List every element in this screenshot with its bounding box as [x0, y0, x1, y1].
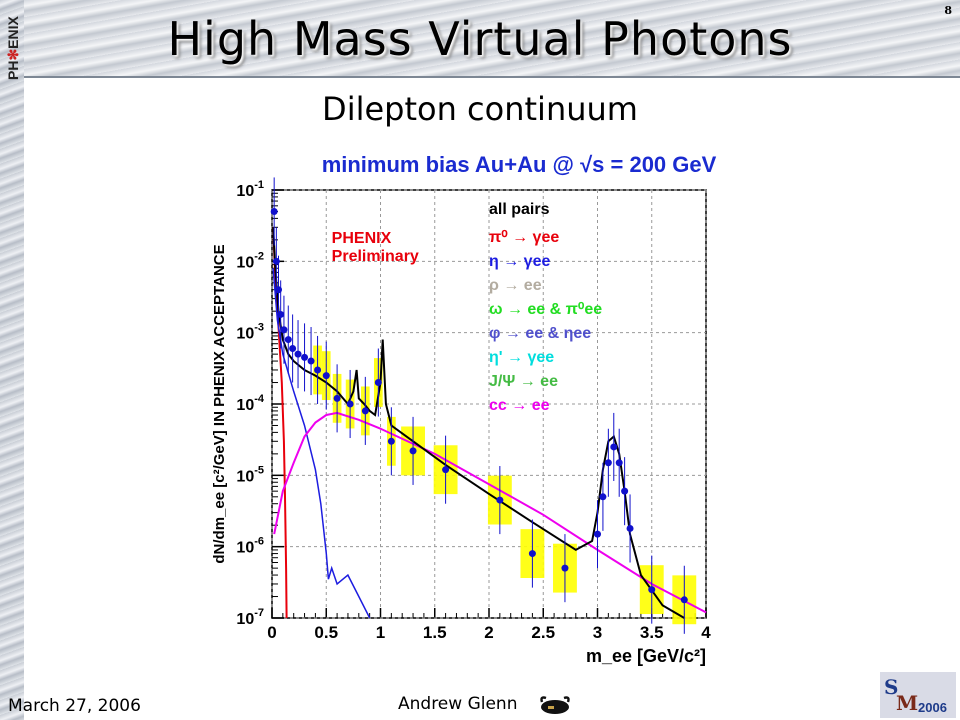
x-tick-label: 1.5	[423, 623, 447, 642]
title-bar	[24, 0, 960, 78]
data-point	[621, 487, 629, 495]
y-tick-label: 10-5	[236, 464, 264, 485]
charm-line	[273, 411, 707, 614]
y-tick-label: 10-7	[236, 607, 264, 628]
data-point	[289, 344, 297, 352]
sqm2006-logo: S M 2006	[880, 672, 956, 718]
svg-text:2006: 2006	[918, 700, 947, 715]
slide-subtitle: Dilepton continuum	[322, 90, 638, 128]
data-point	[333, 394, 341, 402]
y-tick-label: 10-1	[236, 179, 264, 200]
x-tick-label: 0	[267, 623, 276, 642]
data-point	[346, 400, 354, 408]
data-point	[284, 336, 292, 344]
data-point	[594, 530, 601, 538]
chart-title: minimum bias Au+Au @ √s = 200 GeV	[322, 152, 717, 177]
y-axis-label: dN/dm_ee [c²/GeV] IN PHENIX ACCEPTANCE	[211, 244, 228, 563]
x-tick-label: 1	[376, 623, 385, 642]
buffalo-logo	[540, 696, 570, 714]
data-point	[604, 459, 612, 467]
legend-entry: π⁰ → γee	[489, 229, 559, 246]
data-point	[387, 437, 395, 445]
x-tick-label: 4	[701, 623, 711, 642]
legend-entry: ω → ee & π⁰ee	[489, 301, 602, 318]
data-point	[270, 207, 278, 215]
data-point	[361, 407, 369, 415]
data-point	[322, 372, 330, 380]
data-point	[374, 379, 382, 387]
legend-entry: φ → ee & ηee	[489, 325, 591, 342]
data-point	[314, 366, 322, 374]
x-tick-label: 0.5	[314, 623, 338, 642]
slide-number: 8	[944, 4, 952, 17]
svg-text:M: M	[896, 691, 918, 715]
legend-entry: η → γee	[489, 253, 550, 270]
legend-title: all pairs	[489, 201, 550, 218]
data-point	[307, 357, 315, 365]
data-point	[277, 310, 285, 318]
data-point	[496, 496, 504, 504]
data-point	[442, 466, 450, 474]
y-tick-label: 10-3	[236, 322, 264, 343]
annotation-line-2: Preliminary	[332, 248, 419, 265]
page-title: High Mass Virtual Photons	[167, 12, 793, 66]
x-tick-label: 2.5	[531, 623, 555, 642]
data-point	[648, 586, 656, 594]
eta-dalitz-line	[272, 268, 371, 619]
y-tick-label: 10-6	[236, 536, 264, 557]
phenix-logo: PH✻ENIX	[5, 15, 21, 80]
x-tick-label: 2	[484, 623, 493, 642]
data-point	[626, 524, 634, 532]
y-tick-label: 10-2	[236, 250, 264, 271]
dilepton-chart: minimum bias Au+Au @ √s = 200 GeV 0 0.5 1 1.…	[211, 152, 717, 666]
data-point	[610, 443, 618, 451]
left-border-decoration	[0, 0, 24, 720]
data-point	[599, 493, 607, 501]
data-point	[409, 447, 417, 455]
data-point	[615, 459, 623, 467]
footer-date: March 27, 2006	[8, 696, 141, 716]
svg-text:S: S	[884, 675, 898, 699]
footer-author: Andrew Glenn	[398, 694, 518, 714]
svg-text:PH✻ENIX: PH✻ENIX	[5, 15, 21, 80]
x-axis-label: m_ee [GeV/c²]	[586, 646, 706, 666]
y-tick-label: 10-4	[236, 393, 264, 414]
data-point	[680, 596, 688, 604]
annotation-line-1: PHENIX	[332, 230, 392, 247]
legend-entry: cc → ee	[489, 397, 550, 414]
data-point	[301, 353, 309, 361]
data-point	[528, 550, 536, 558]
x-tick-label: 3	[593, 623, 602, 642]
legend-entry: η' → γee	[489, 349, 554, 366]
data-point	[294, 350, 302, 358]
x-tick-label: 3.5	[640, 623, 664, 642]
data-point	[561, 564, 569, 572]
legend-entry: J/Ψ → ee	[489, 373, 558, 390]
data-point	[280, 326, 288, 334]
legend-entry: ρ → ee	[489, 277, 542, 294]
